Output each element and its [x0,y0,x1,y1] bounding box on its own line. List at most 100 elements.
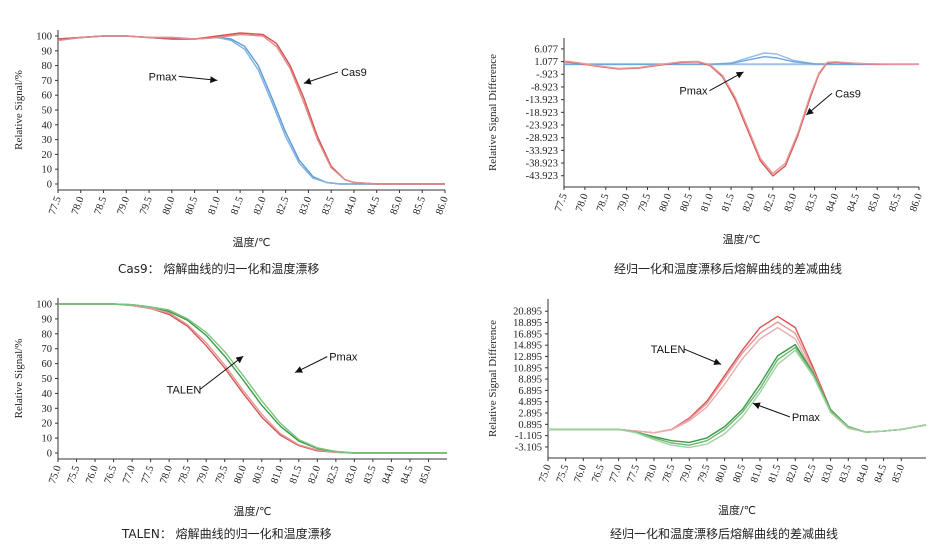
y-tick-label: 40 [42,120,53,131]
x-tick-label: 85.5 [411,195,428,216]
x-tick-label: 76.5 [103,464,120,485]
y-tick-label: -8.923 [531,82,558,93]
chart-cas9-normalized: 0 10 20 30 40 50 60 70 80 90 100 77.5 78.0 78.5 79.0 79… [0,0,474,276]
annotation-label: Pmax [149,71,178,83]
x-tick-label: 83.5 [837,463,854,484]
y-tick-label: 30 [42,404,53,415]
series-line-4 [548,346,927,446]
x-tick-label: 83.5 [320,195,337,216]
annotation-arrow-head [752,402,761,410]
x-tick-label: 78.0 [643,463,660,484]
x-axis-label: 温度/℃ [718,503,756,517]
y-tick-label: 20 [42,150,53,161]
y-tick-label: 0 [47,449,52,460]
series-line-1 [58,303,447,454]
x-tick-label: 80.0 [658,192,675,213]
y-tick-label: 30 [42,135,53,146]
x-tick-label: 77.0 [608,463,625,484]
x-tick-label: 81.5 [288,464,305,485]
y-tick-label: 14.895 [513,341,542,352]
x-tick-label: 79.5 [637,192,654,213]
series-line-3 [563,60,919,175]
annotation-label: TALEN [651,344,686,356]
x-tick-label: 80.5 [731,463,748,484]
x-tick-label: 80.5 [184,195,201,216]
y-tick-label: -28.923 [526,133,558,144]
y-axis-label: Relative Signal Difference [487,54,499,171]
x-tick-label: 83.0 [298,195,315,216]
y-tick-label: 18.895 [513,318,542,329]
series-line-3 [58,303,447,454]
y-axis-label: Relative Signal/% [13,70,25,150]
x-tick-label: 79.5 [696,463,713,484]
annotation-arrow-head [806,107,814,116]
x-tick-label: 77.5 [47,195,64,216]
x-tick-label: 75.0 [537,463,554,484]
y-tick-label: 60 [42,91,53,102]
x-tick-label: 81.0 [207,195,224,216]
x-tick-label: 78.5 [661,463,678,484]
x-tick-label: 81.0 [269,464,286,485]
chart-svg: 0 10 20 30 40 50 60 70 80 90 100 77.5 78.0 78.5 79.0 79… [13,30,451,249]
x-tick-label: 83.5 [804,192,821,213]
y-tick-label: 50 [42,374,53,385]
x-tick-label: 78.5 [177,464,194,485]
x-tick-label: 76.0 [84,464,101,485]
x-tick-label: 80.5 [678,192,695,213]
y-tick-label: 70 [42,344,53,355]
x-tick-label: 84.0 [343,195,360,216]
x-tick-label: 84.5 [873,463,890,484]
x-tick-label: 84.5 [399,464,416,485]
x-tick-label: 78.0 [574,192,591,213]
x-tick-label: 81.5 [720,192,737,213]
annotation-arrow-line [199,355,244,390]
annotation-label: Cas9 [835,88,861,100]
x-tick-label: 82.0 [307,464,324,485]
x-tick-label: 79.0 [616,192,633,213]
annotation-label: Pmax [329,352,358,364]
x-tick-label: 85.0 [418,464,435,485]
y-tick-label: 10.895 [513,363,542,374]
annotation-arrow-head [713,358,722,365]
y-tick-label: 50 [42,106,53,117]
annotation-label: Cas9 [341,67,367,79]
chart-caption: 经归一化和温度漂移后熔解曲线的差减曲线 [610,527,839,541]
x-tick-label: 80.0 [714,463,731,484]
x-tick-label: 85.0 [389,195,406,216]
series-line-1 [564,56,919,65]
series-line-3 [57,33,445,185]
series-line-0 [564,52,919,65]
x-tick-label: 82.5 [325,464,342,485]
y-tick-label: 80 [42,329,53,340]
y-tick-label: -43.923 [526,171,558,182]
y-tick-label: -.923 [536,70,558,81]
x-tick-label: 75.0 [47,464,64,485]
x-tick-label: 77.5 [140,464,157,485]
x-tick-label: 84.0 [855,463,872,484]
chart-svg: 20.89518.89516.89514.89512.89510.8958.89… [487,299,927,517]
x-tick-label: 79.0 [679,463,696,484]
chart-caption: 经归一化和温度漂移后熔解曲线的差减曲线 [614,262,843,276]
y-tick-label: -3.105 [515,442,542,453]
x-tick-label: 85.0 [866,192,883,213]
y-tick-label: 6.077 [534,44,558,55]
x-tick-label: 83.0 [783,192,800,213]
chart-svg: 6.077 1.077 -.923-8.923 -13.923 -18.923-23.9… [487,38,925,246]
y-tick-label: 0 [47,180,52,191]
y-tick-label: 40 [42,389,53,400]
y-tick-label: -1.105 [515,431,542,442]
x-tick-label: 76.0 [573,463,590,484]
x-tick-label: 86.0 [908,192,925,213]
y-tick-label: 6.895 [518,386,542,397]
x-tick-label: 79.0 [195,464,212,485]
x-tick-label: 76.5 [590,463,607,484]
series-line-1 [57,35,445,185]
y-tick-label: 20.895 [513,307,542,318]
x-tick-label: 77.5 [553,192,570,213]
x-tick-label: 79.5 [138,195,155,216]
series-line-2 [563,61,919,177]
annotation-arrow-head [303,77,312,85]
chart-cas9-difference: 6.077 1.077 -.923 -8.923 -13.923 -18.923 -23.9… [474,0,948,276]
y-tick-label: 10 [42,165,53,176]
